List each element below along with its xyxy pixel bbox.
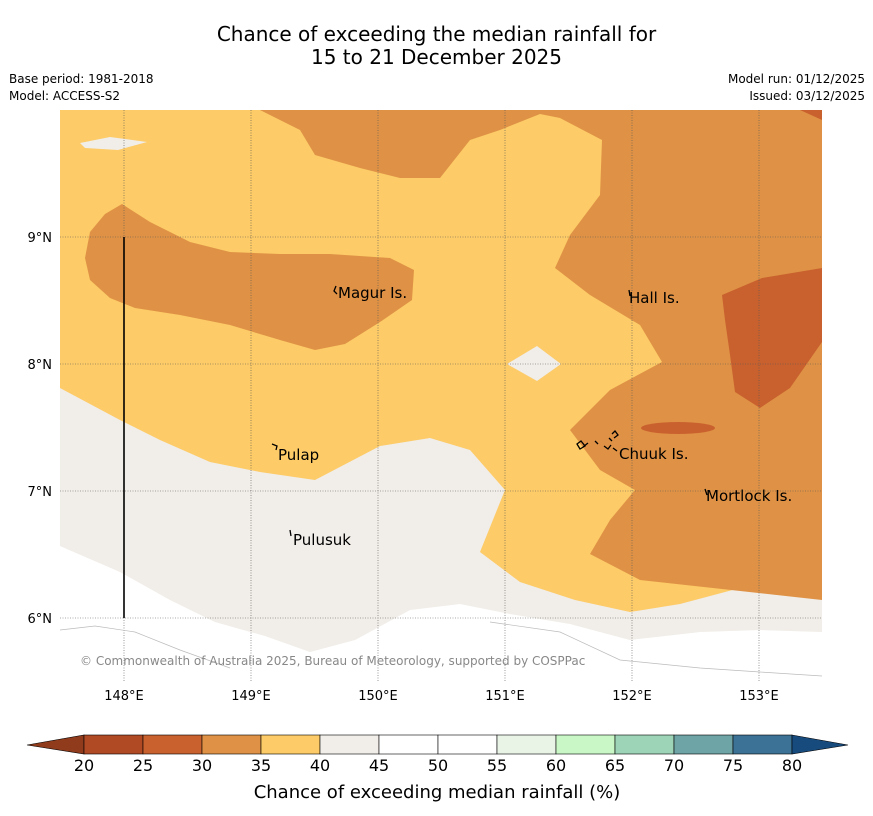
contour-line (489, 621, 822, 677)
lon-label-150e: 150°E (358, 689, 398, 704)
copyright-text: © Commonwealth of Australia 2025, Bureau… (80, 654, 585, 668)
colorbar-tick: 80 (782, 756, 802, 775)
model-run-label: Model run: 01/12/2025 (727, 72, 865, 86)
colorbar-tick: 75 (723, 756, 743, 775)
region-40-45-patch-north (80, 137, 147, 150)
colorbar-tick: 35 (251, 756, 271, 775)
colorbar-bin-75-80 (732, 734, 793, 755)
colorbar-bin-60-65 (555, 734, 616, 755)
colorbar-tick: 45 (369, 756, 389, 775)
place-label-magur: Magur Is. (338, 284, 407, 302)
lat-label-8n: 8°N (28, 358, 53, 373)
colorbar-extend-high (791, 734, 849, 755)
mortlock-island-marker (704, 488, 708, 496)
colorbar-tick: 50 (428, 756, 448, 775)
colorbar-bin-45-50 (378, 734, 439, 755)
title-line-2: 15 to 21 December 2025 (310, 45, 562, 69)
region-30-35-north-east (260, 110, 822, 600)
colorbar-bin-65-70 (614, 734, 675, 755)
place-label-pulusuk: Pulusuk (293, 531, 351, 549)
hall-island-marker (628, 289, 631, 297)
pulusuk-island-marker (289, 529, 292, 537)
colorbar-bin-40-45 (319, 734, 380, 755)
place-label-pulap: Pulap (278, 446, 319, 464)
colorbar-tick: 60 (546, 756, 566, 775)
colorbar-extend-low (26, 734, 85, 755)
region-40-45-patch-center (507, 346, 561, 381)
place-label-mortlock: Mortlock Is. (706, 487, 792, 505)
lon-label-148e: 148°E (104, 689, 144, 704)
region-40-45-south (60, 388, 822, 682)
map-plot-area: Magur Is. Hall Is. Pulap Chuuk Is. Mortl… (60, 110, 822, 682)
colorbar-bin-70-75 (673, 734, 734, 755)
colorbar-tick: 20 (74, 756, 94, 775)
lon-label-152e: 152°E (612, 689, 652, 704)
place-label-chuuk: Chuuk Is. (619, 445, 688, 463)
pulap-island-marker (271, 443, 278, 451)
lon-label-149e: 149°E (231, 689, 271, 704)
lon-label-151e: 151°E (485, 689, 525, 704)
colorbar-tick: 30 (192, 756, 212, 775)
base-period-label: Base period: 1981-2018 (9, 72, 154, 86)
colorbar-bin-55-60 (496, 734, 557, 755)
island-markers (271, 285, 708, 537)
lat-label-6n: 6°N (28, 612, 53, 627)
model-label: Model: ACCESS-S2 (9, 89, 121, 103)
place-label-hall: Hall Is. (629, 289, 680, 307)
colorbar-bin-50-55 (437, 734, 498, 755)
lat-label-7n: 7°N (28, 485, 53, 500)
contour-line (60, 625, 231, 669)
colorbar-tick: 40 (310, 756, 330, 775)
region-25-30-east (722, 268, 822, 408)
colorbar-tick: 25 (133, 756, 153, 775)
region-30-35-west (85, 204, 414, 350)
colorbar-label: Chance of exceeding median rainfall (%) (254, 782, 621, 803)
issued-label: Issued: 03/12/2025 (749, 89, 865, 103)
colorbar-tick: 55 (487, 756, 507, 775)
colorbar-bin-30-35 (201, 734, 262, 755)
colorbar-tick: 65 (605, 756, 625, 775)
magur-island-marker (333, 285, 338, 295)
graticule (60, 110, 822, 682)
colorbar-bin-25-30 (142, 734, 203, 755)
region-45-55-south (60, 546, 822, 682)
colorbar-tick: 70 (664, 756, 684, 775)
region-25-30-chuuk (641, 422, 715, 434)
title-line-1: Chance of exceeding the median rainfall … (216, 22, 657, 46)
lon-label-153e: 153°E (739, 689, 779, 704)
colorbar-bin-35-40 (260, 734, 321, 755)
colorbar-bin-20-25 (83, 734, 144, 755)
region-25-30-north-corner (800, 110, 822, 120)
chuuk-island-marker (576, 430, 619, 452)
colorbar (26, 734, 849, 755)
lat-label-9n: 9°N (28, 231, 53, 246)
